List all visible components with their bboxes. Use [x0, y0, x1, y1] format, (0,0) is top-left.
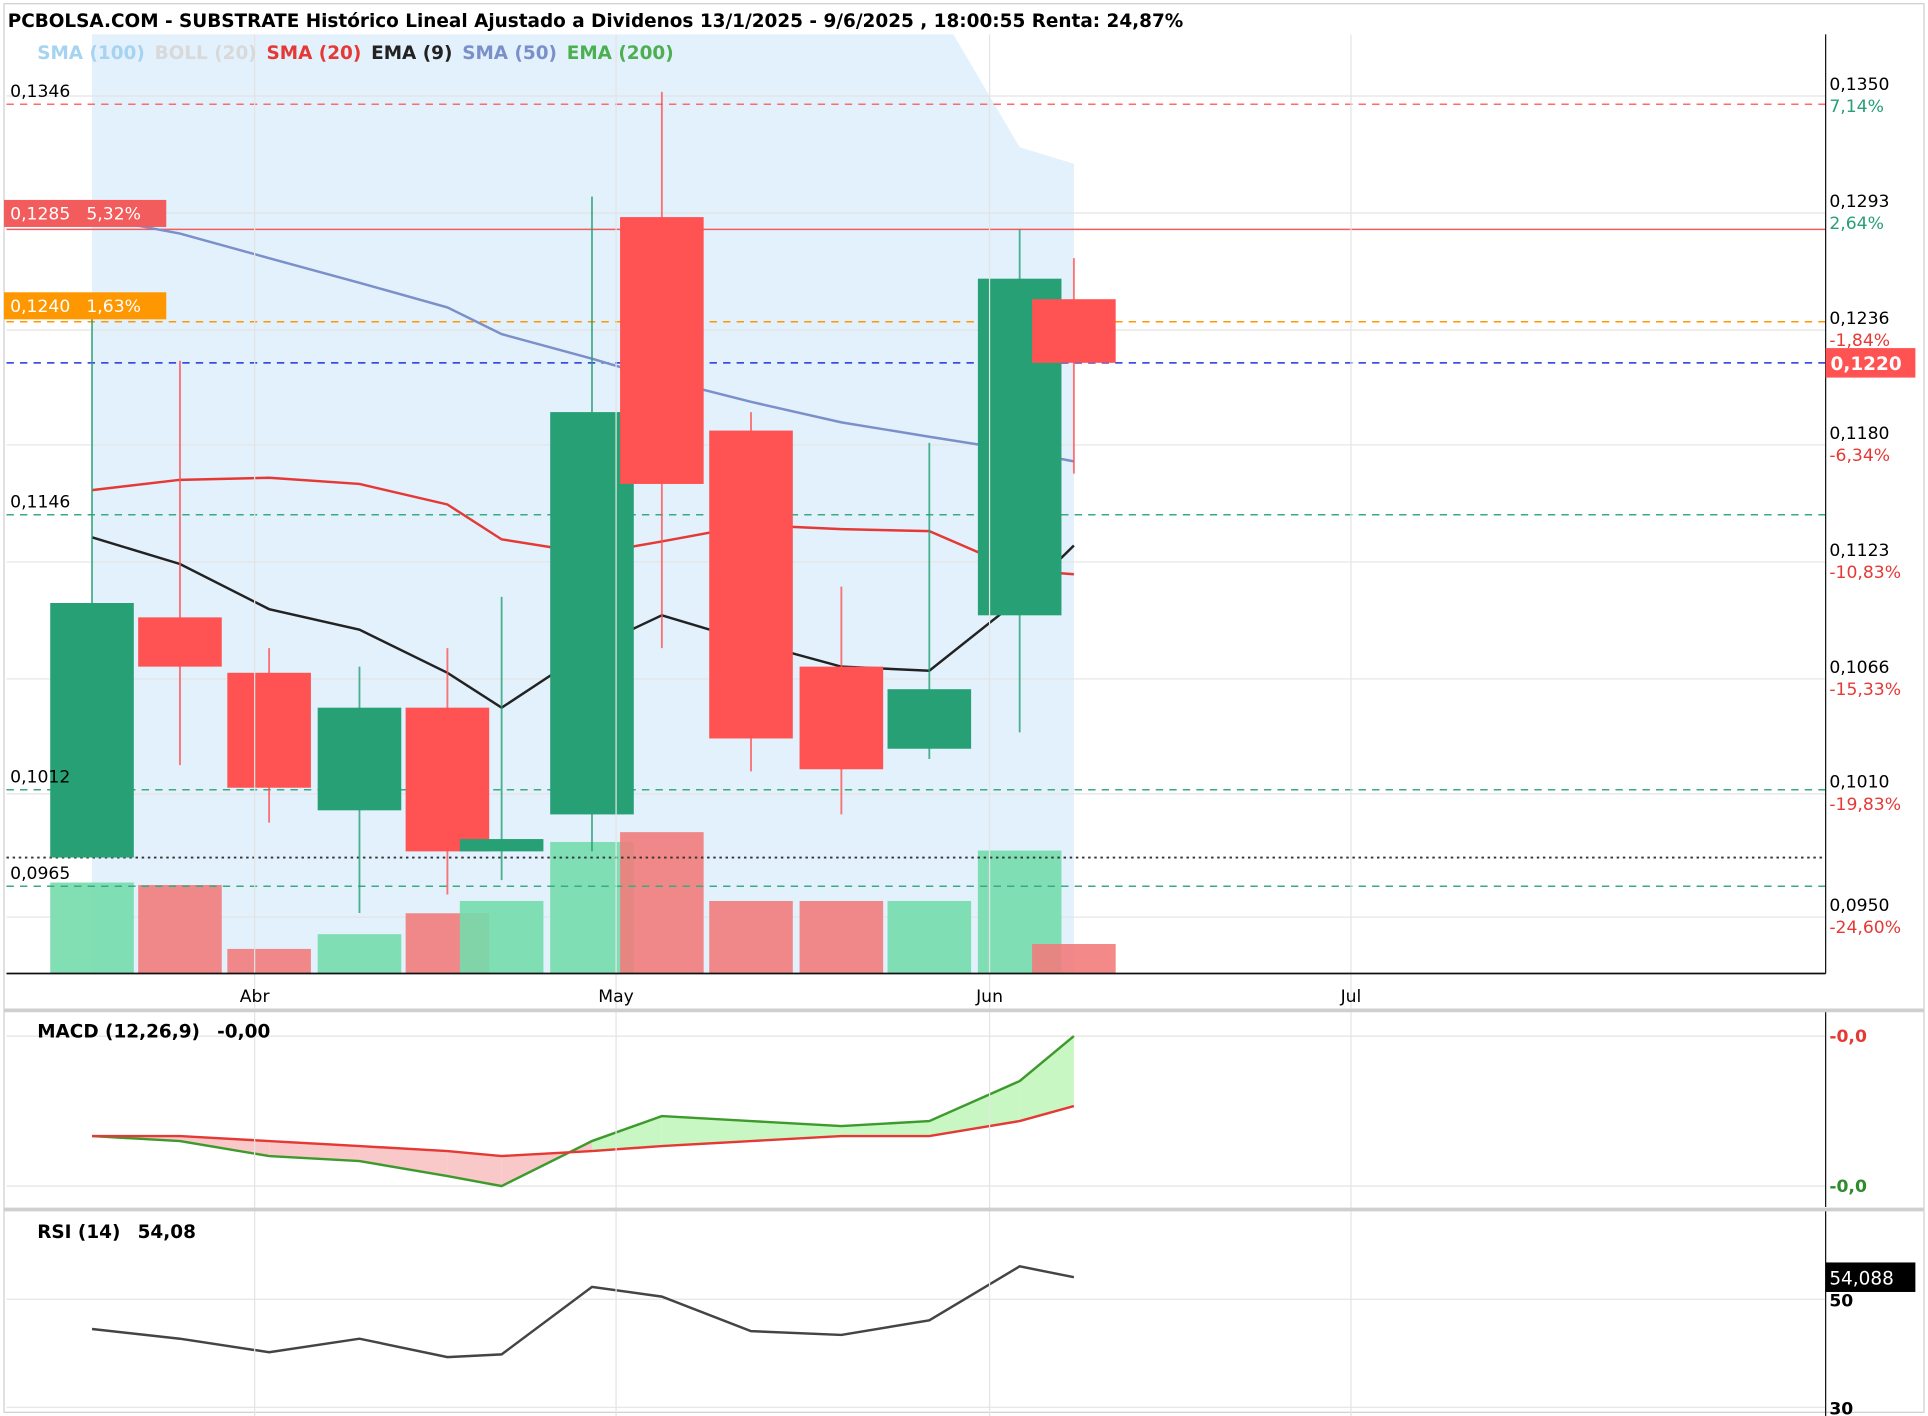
macd-plot	[6, 1035, 1826, 1188]
y-tick-label: 0,1293	[1829, 192, 1889, 212]
last-price-label: 0,1220	[1831, 354, 1902, 375]
candle-body	[799, 666, 884, 770]
y-tick-change: -24,60%	[1829, 918, 1901, 938]
overlay: PCBOLSA.COM - SUBSTRATE Histórico Lineal…	[4, 11, 1924, 1416]
candle-body	[317, 707, 402, 811]
level-label: 0,1146	[10, 492, 70, 512]
candle-body	[887, 689, 972, 749]
macd-fill	[661, 1116, 752, 1147]
x-tick-label: Abr	[240, 987, 271, 1007]
level-change: 5,32%	[86, 205, 141, 225]
y-tick-label: -0,0	[1829, 1177, 1867, 1197]
last-value-box	[1825, 1262, 1916, 1292]
legend-entry: EMA (200)	[567, 43, 674, 64]
y-tick-label: 30	[1829, 1400, 1853, 1416]
volume-bar	[887, 900, 972, 974]
x-tick-label: May	[598, 987, 634, 1007]
candle-body	[227, 672, 311, 788]
y-tick-label: 0,1180	[1829, 424, 1889, 444]
y-tick-label: 0,1066	[1829, 658, 1889, 678]
macd-fill	[929, 1081, 1020, 1137]
macd-fill	[179, 1136, 270, 1157]
y-tick-label: 0,1236	[1829, 309, 1889, 329]
x-tick-label: Jun	[975, 987, 1003, 1007]
volume-bar	[227, 948, 311, 974]
panel-value: -0,00	[217, 1021, 270, 1042]
macd-fill	[359, 1146, 448, 1177]
level-box	[4, 292, 167, 320]
macd-line	[91, 1035, 1075, 1188]
legend-entry: BOLL (20)	[155, 43, 257, 64]
y-tick-change: -6,34%	[1829, 446, 1890, 466]
y-tick-label: 0,1350	[1829, 75, 1889, 95]
volume-bar	[317, 934, 402, 974]
level-label: 0,1285	[10, 205, 70, 225]
level-label: 0,1012	[10, 767, 70, 787]
volume-bar	[1032, 944, 1116, 974]
candle-body	[550, 412, 634, 815]
y-tick-change: 7,14%	[1829, 97, 1884, 117]
panel-title: RSI (14)	[37, 1222, 120, 1243]
legend-entry: EMA (9)	[371, 43, 452, 64]
y-tick-change: -19,83%	[1829, 795, 1901, 815]
volume-bar	[620, 832, 704, 974]
y-tick-change: 2,64%	[1829, 214, 1884, 234]
y-tick-label: 0,0950	[1829, 896, 1889, 916]
y-tick-change: -10,83%	[1829, 563, 1901, 583]
level-change: 1,63%	[86, 297, 141, 317]
y-tick-label: -0,0	[1829, 1027, 1867, 1047]
y-tick-change: -1,84%	[1829, 331, 1890, 351]
y-tick-label: 0,1010	[1829, 773, 1889, 793]
candle-body	[405, 707, 490, 852]
volume-bar	[550, 841, 634, 974]
volume-bar	[799, 900, 884, 974]
candle-body	[459, 839, 544, 852]
volume-bar	[50, 882, 134, 974]
main-plot	[6, 34, 1826, 974]
macd-line	[92, 1104, 1075, 1158]
candle-body	[138, 617, 222, 667]
candle-body	[50, 602, 134, 858]
panel-title: MACD (12,26,9)	[37, 1021, 200, 1042]
macd-fill	[591, 1116, 662, 1152]
legend-entry: SMA (50)	[462, 43, 557, 64]
candle-body	[620, 217, 704, 484]
level-label: 0,1240	[10, 297, 70, 317]
volume-bar	[138, 885, 222, 974]
x-tick-label: Jul	[1340, 987, 1362, 1007]
rsi-plot	[6, 1265, 1826, 1408]
chart-title: PCBOLSA.COM - SUBSTRATE Histórico Lineal…	[8, 11, 1184, 32]
y-tick-label: 50	[1829, 1292, 1853, 1312]
y-tick-change: -15,33%	[1829, 680, 1901, 700]
level-box	[4, 199, 167, 227]
legend-entry: SMA (20)	[267, 43, 362, 64]
y-tick-label: 0,1123	[1829, 541, 1889, 561]
legend-entry: SMA (100)	[37, 43, 145, 64]
macd-fill	[751, 1121, 842, 1142]
volume-bar	[709, 900, 793, 974]
candle-body	[1032, 299, 1116, 363]
macd-fill	[1019, 1036, 1074, 1122]
last-value-label: 54,088	[1829, 1269, 1893, 1290]
panel-value: 54,08	[138, 1222, 196, 1243]
level-label: 0,0965	[10, 864, 70, 884]
frame	[3, 3, 1925, 1413]
volume-bar	[459, 900, 544, 974]
macd-fill	[269, 1141, 360, 1162]
level-label: 0,1346	[10, 82, 70, 102]
candle-body	[709, 430, 793, 739]
rsi-line	[91, 1265, 1075, 1359]
last-price-box	[1825, 348, 1916, 378]
